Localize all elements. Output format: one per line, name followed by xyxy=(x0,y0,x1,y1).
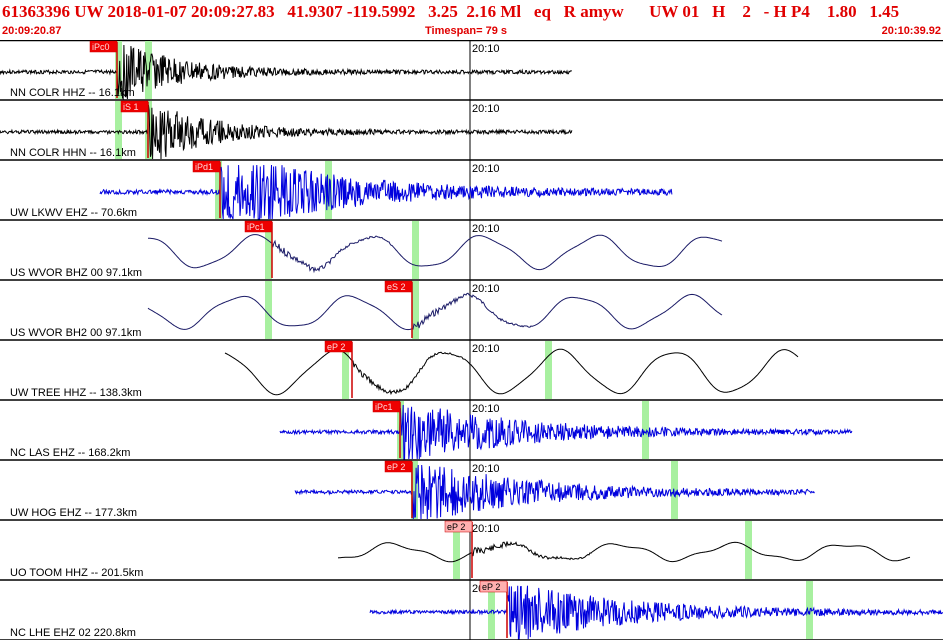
waveform-panel[interactable]: 20:10 iPc1 NC LAS EHZ -- 168.2km xyxy=(0,400,943,461)
time-window-marker xyxy=(642,401,649,459)
minute-label: 20:10 xyxy=(472,463,500,475)
time-window-marker xyxy=(411,461,418,519)
phase-pick-label-box[interactable] xyxy=(372,400,401,413)
time-window-marker xyxy=(412,221,419,279)
start-time-label: 20:09:20.87 xyxy=(2,25,62,37)
time-window-marker xyxy=(671,461,678,519)
station-label: NC LAS EHZ -- 168.2km xyxy=(10,447,130,459)
phase-pick-label-box[interactable] xyxy=(444,520,473,533)
time-window-marker xyxy=(325,161,332,219)
phase-pick-label: eP 2 xyxy=(447,522,465,532)
waveform-panel[interactable]: 20:10 eS 2 US WVOR BH2 00 97.1km xyxy=(0,280,943,341)
station-label: UO TOOM HHZ -- 201.5km xyxy=(10,567,143,579)
waveform-trace xyxy=(294,464,815,520)
waveform-panel[interactable]: 20:10 eP 2 UW TREE HHZ -- 138.3km xyxy=(0,340,943,401)
time-window-marker xyxy=(806,581,813,639)
waveform-trace xyxy=(147,292,723,331)
time-window-marker xyxy=(545,341,552,399)
minute-label: 20:10 xyxy=(472,523,500,535)
phase-pick-label: iPc1 xyxy=(375,402,393,412)
station-label: US WVOR BH2 00 97.1km xyxy=(10,327,141,339)
minute-label: 20:10 xyxy=(472,343,500,355)
phase-pick-label: eP 2 xyxy=(387,462,405,472)
time-window-marker xyxy=(453,521,460,579)
station-label: US WVOR BHZ 00 97.1km xyxy=(10,267,142,279)
station-label: UW HOG EHZ -- 177.3km xyxy=(10,507,137,519)
time-window-marker xyxy=(115,101,122,159)
phase-pick-label-box[interactable] xyxy=(244,220,273,233)
phase-pick-label-box[interactable] xyxy=(120,100,149,113)
event-summary-line: 61363396 UW 2018-01-07 20:09:27.83 41.93… xyxy=(2,2,900,21)
phase-pick-label-box[interactable] xyxy=(324,340,353,353)
end-time-label: 20:10:39.92 xyxy=(881,25,941,37)
event-header: 61363396 UW 2018-01-07 20:09:27.83 41.93… xyxy=(0,0,943,40)
station-label: UW TREE HHZ -- 138.3km xyxy=(10,387,142,399)
waveform-trace xyxy=(279,404,853,460)
phase-pick-label: iPc0 xyxy=(92,42,110,52)
waveform-trace xyxy=(224,348,799,396)
waveform-trace xyxy=(99,164,673,220)
waveform-trace xyxy=(148,234,723,274)
time-window-marker xyxy=(115,41,122,99)
phase-pick-label-box[interactable] xyxy=(384,280,413,293)
waveform-panel[interactable]: 20:10 iPd1 UW LKWV EHZ -- 70.6km xyxy=(0,160,943,221)
phase-pick-label: eS 2 xyxy=(387,282,406,292)
waveform-trace xyxy=(337,541,911,563)
station-label: NN COLR HHZ -- 16.1km xyxy=(10,87,135,99)
waveform-panel[interactable]: 20:10 iPc1 US WVOR BHZ 00 97.1km xyxy=(0,220,943,281)
minute-label: 20:10 xyxy=(472,223,500,235)
waveform-trace xyxy=(0,104,573,160)
phase-pick-label: iPc1 xyxy=(247,222,265,232)
time-window-marker xyxy=(342,341,349,399)
minute-label: 20:10 xyxy=(472,283,500,295)
timespan-label: Timespan= 79 s xyxy=(425,25,508,37)
minute-label: 20:10 xyxy=(472,43,500,55)
station-label: NN COLR HHN -- 16.1km xyxy=(10,147,136,159)
station-label: NC LHE EHZ 02 220.8km xyxy=(10,627,136,639)
phase-pick-label: eP 2 xyxy=(327,342,345,352)
time-window-marker xyxy=(412,281,419,339)
waveform-panels[interactable]: 20:10 iPc0 NN COLR HHZ -- 16.1km 20:10 iS 1 NN… xyxy=(0,40,943,640)
station-label: UW LKWV EHZ -- 70.6km xyxy=(10,207,137,219)
phase-pick-label: eP 2 xyxy=(482,582,500,592)
time-window-marker xyxy=(265,221,272,279)
waveform-trace xyxy=(0,44,572,101)
phase-pick-label-box[interactable] xyxy=(384,460,413,473)
waveform-trace xyxy=(369,585,943,640)
time-window-marker xyxy=(265,281,272,339)
phase-pick-label-box[interactable] xyxy=(479,580,508,593)
time-window-marker xyxy=(745,521,752,579)
phase-pick-label-box[interactable] xyxy=(89,40,118,53)
minute-label: 20:10 xyxy=(472,403,500,415)
waveform-panel[interactable]: 20:10 iPc0 NN COLR HHZ -- 16.1km xyxy=(0,40,943,101)
waveform-panel[interactable]: 20:10 eP 2 UO TOOM HHZ -- 201.5km xyxy=(0,520,943,581)
phase-pick-label: iS 1 xyxy=(123,102,139,112)
minute-label: 20:10 xyxy=(472,103,500,115)
waveform-panel[interactable]: 20:10 eP 2 UW HOG EHZ -- 177.3km xyxy=(0,460,943,521)
minute-label: 20:10 xyxy=(472,163,500,175)
waveform-panel[interactable]: 20:10 iS 1 NN COLR HHN -- 16.1km xyxy=(0,100,943,161)
phase-pick-label-box[interactable] xyxy=(192,160,221,173)
phase-pick-label: iPd1 xyxy=(195,162,213,172)
